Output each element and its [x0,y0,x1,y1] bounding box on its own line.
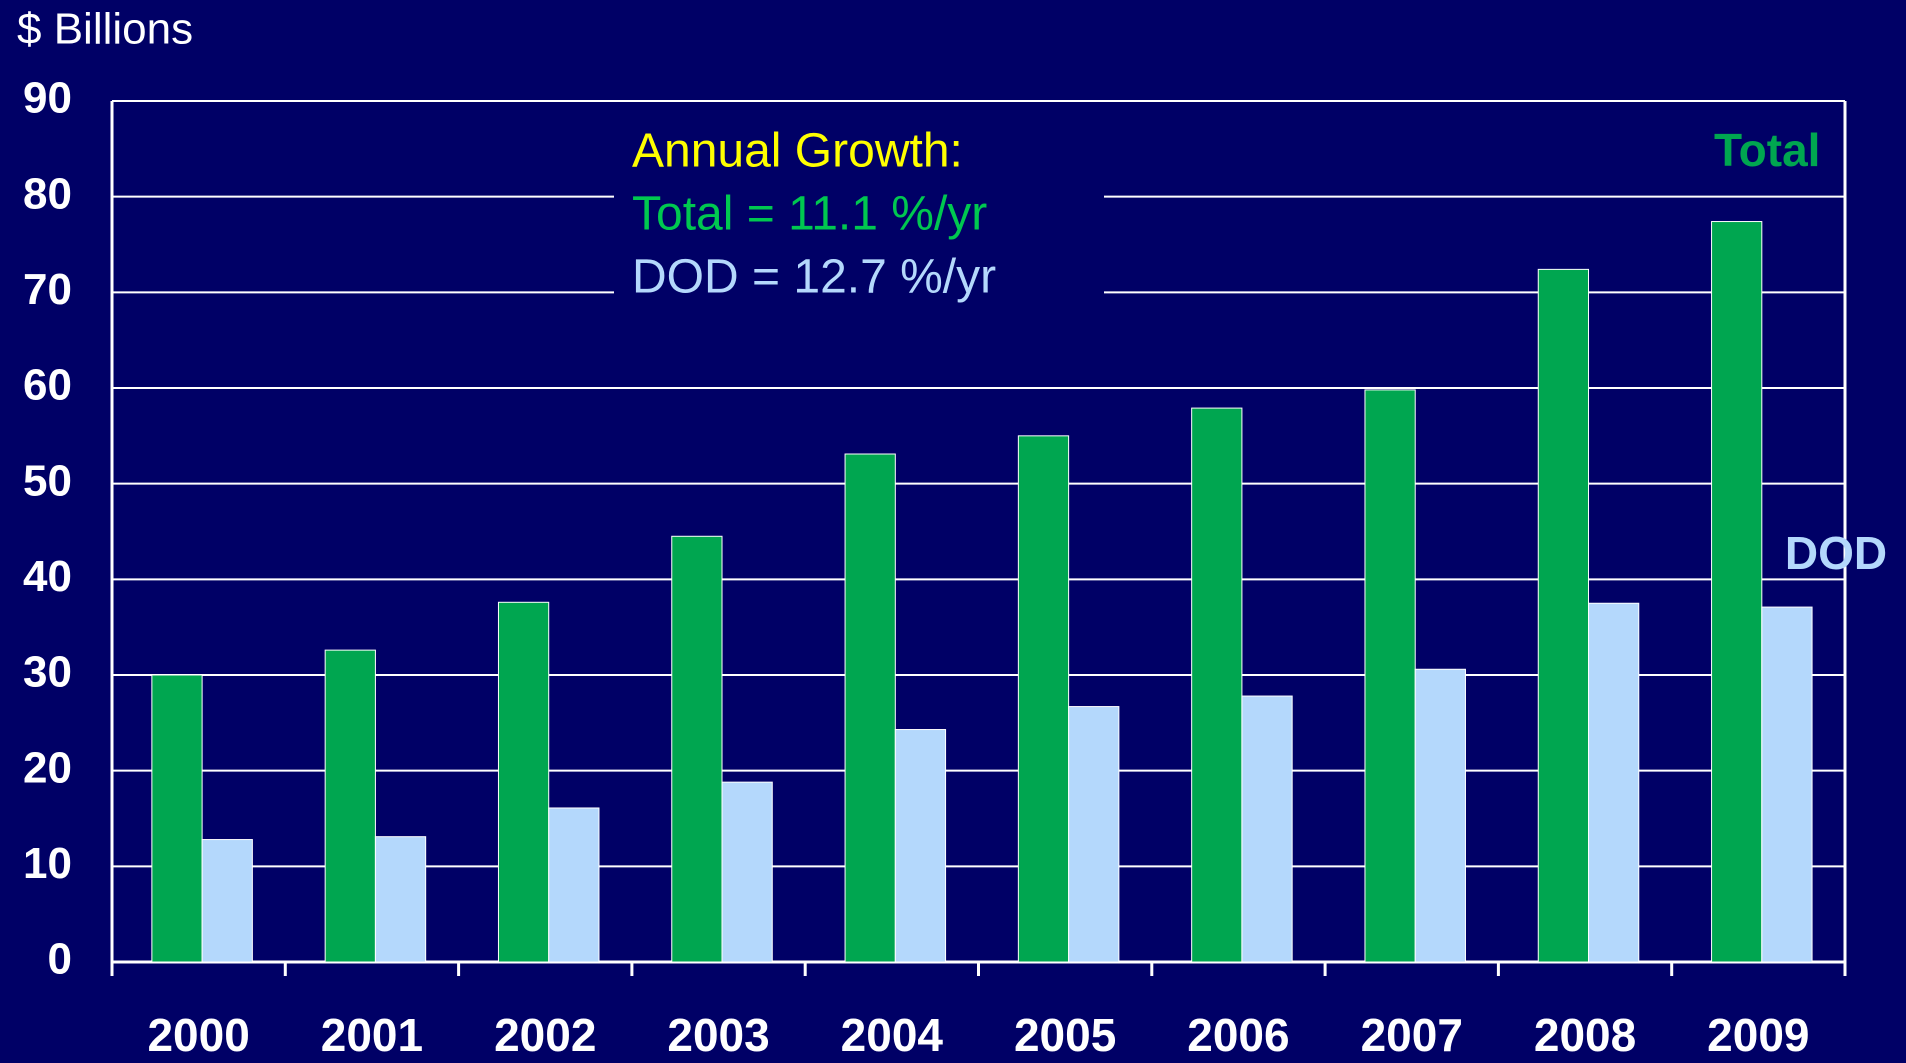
y-tick-label: 10 [23,839,72,888]
x-tick-label: 2004 [841,1009,944,1061]
bar [1191,407,1243,963]
y-tick-label: 0 [48,935,72,984]
bar [1241,695,1293,963]
legend-label: Total [1714,124,1820,176]
annotation: Total = 11.1 %/yr [632,188,987,241]
annotation: Annual Growth: [632,125,963,178]
bar [1588,602,1640,963]
y-tick-label: 20 [23,743,72,792]
annotation-box [614,124,1104,314]
x-tick-label: 2001 [321,1009,423,1061]
bar [1711,221,1763,963]
annotation: DOD = 12.7 %/yr [632,251,996,304]
bar [1537,268,1590,963]
y-tick-label: 50 [23,456,72,505]
x-tick-label: 2008 [1534,1009,1636,1061]
bar [1068,706,1120,963]
bar [894,729,947,963]
x-tick-label: 2003 [667,1009,769,1061]
bar [721,781,773,963]
bar [1761,606,1813,963]
y-tick-label: 40 [23,552,72,601]
x-tick-label: 2009 [1707,1009,1809,1061]
legend-label: DOD [1785,527,1887,579]
y-tick-label: 90 [23,74,72,123]
y-tick-label: 70 [23,265,72,314]
x-tick-label: 2005 [1014,1009,1116,1061]
x-tick-label: 2002 [494,1009,596,1061]
x-tick-label: 2007 [1361,1009,1463,1061]
bar [201,839,253,963]
bar [1017,435,1070,963]
bar [151,674,203,963]
bar [324,649,376,963]
bar [1414,668,1466,963]
bar [1364,389,1416,963]
y-tick-label: 80 [23,169,72,218]
bar [844,453,896,963]
y-tick-label: 60 [23,361,72,410]
x-tick-label: 2000 [147,1009,249,1061]
chart-title: $ Billions [17,5,193,54]
bar [548,807,600,963]
x-tick-label: 2006 [1187,1009,1289,1061]
bar [671,535,723,963]
y-tick-label: 30 [23,648,72,697]
bar [374,836,427,963]
bar [497,601,550,963]
